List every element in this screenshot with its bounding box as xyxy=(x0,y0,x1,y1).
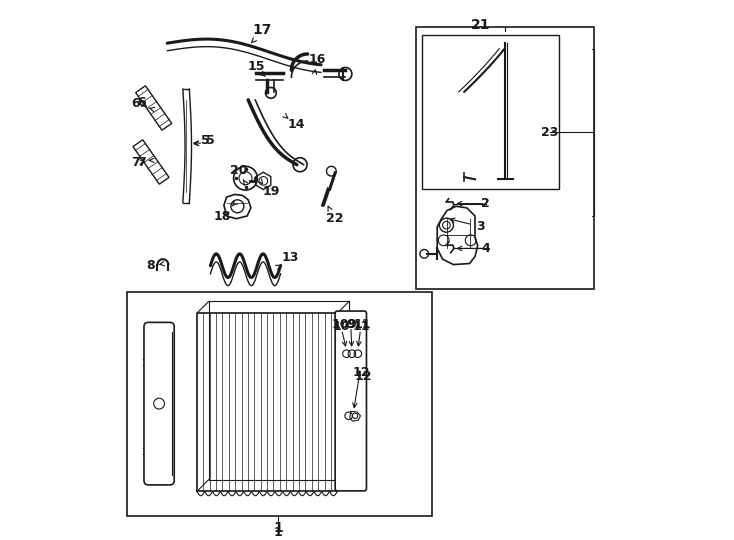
FancyBboxPatch shape xyxy=(335,311,366,491)
Text: 3: 3 xyxy=(476,220,484,233)
Text: 17: 17 xyxy=(252,23,272,37)
Text: 14: 14 xyxy=(288,118,305,131)
Text: 22: 22 xyxy=(326,212,344,225)
FancyBboxPatch shape xyxy=(144,322,174,485)
Text: 10: 10 xyxy=(333,320,350,333)
Text: 2: 2 xyxy=(482,197,490,210)
Bar xyxy=(415,27,594,289)
Bar xyxy=(127,292,432,516)
Polygon shape xyxy=(501,38,512,43)
Text: 23: 23 xyxy=(541,126,559,139)
Text: 20: 20 xyxy=(230,164,247,177)
Text: 7: 7 xyxy=(137,156,145,168)
Text: 18: 18 xyxy=(214,210,231,222)
Polygon shape xyxy=(256,172,271,190)
Text: 5: 5 xyxy=(200,134,209,147)
Text: 8: 8 xyxy=(147,259,156,272)
Text: 16: 16 xyxy=(308,53,326,66)
Text: 9: 9 xyxy=(346,318,355,330)
Text: 15: 15 xyxy=(247,60,265,73)
Text: 5: 5 xyxy=(206,134,215,147)
Text: 1: 1 xyxy=(274,526,283,539)
Text: 9: 9 xyxy=(347,318,356,330)
Polygon shape xyxy=(224,194,251,219)
Text: 12: 12 xyxy=(353,366,371,379)
Text: 6: 6 xyxy=(131,97,140,110)
Text: 13: 13 xyxy=(282,251,299,264)
Text: 4: 4 xyxy=(482,242,490,255)
Bar xyxy=(422,35,559,189)
Text: 10: 10 xyxy=(332,318,349,330)
Text: 6: 6 xyxy=(137,96,145,109)
Polygon shape xyxy=(437,206,478,265)
Text: 12: 12 xyxy=(355,370,373,383)
Text: 21: 21 xyxy=(470,18,490,32)
Polygon shape xyxy=(133,140,169,184)
Text: 11: 11 xyxy=(354,318,371,330)
Text: 19: 19 xyxy=(262,185,280,198)
Text: 7: 7 xyxy=(131,156,140,168)
Polygon shape xyxy=(136,86,172,130)
Text: 11: 11 xyxy=(353,320,371,333)
Text: 1: 1 xyxy=(273,521,283,535)
